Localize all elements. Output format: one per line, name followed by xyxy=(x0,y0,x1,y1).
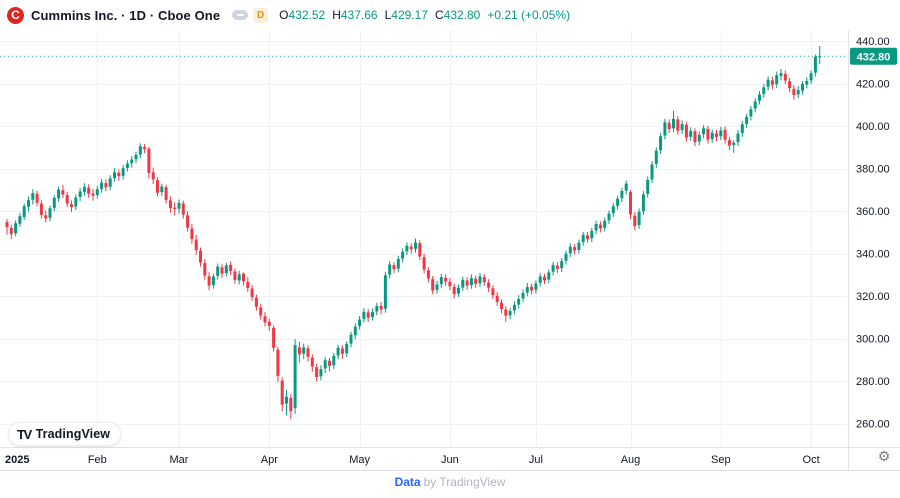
open-value: 432.52 xyxy=(288,8,326,22)
svg-text:300.00: 300.00 xyxy=(856,334,890,346)
interval-badge[interactable]: D xyxy=(253,7,269,23)
price-axis[interactable]: 440.00 420.00 400.00 380.00 360.00 340.00 320.… xyxy=(856,36,890,431)
gridlines xyxy=(0,30,847,447)
tradingview-logo-text: TradingView xyxy=(35,427,111,441)
minus-icon-bar xyxy=(236,14,244,16)
open-label: O xyxy=(279,8,289,22)
svg-text:340.00: 340.00 xyxy=(856,249,890,261)
candles[interactable] xyxy=(5,45,822,420)
svg-text:2025: 2025 xyxy=(5,454,29,466)
svg-text:320.00: 320.00 xyxy=(856,291,890,303)
attribution: Data by TradingView xyxy=(0,475,900,489)
last-price-badge xyxy=(850,47,897,65)
data-link[interactable]: Data xyxy=(394,475,421,489)
close-group: C432.80 xyxy=(435,8,480,22)
open-group: O432.52 xyxy=(279,8,325,22)
high-value: 437.66 xyxy=(340,8,378,22)
svg-text:380.00: 380.00 xyxy=(856,164,890,176)
low-label: L xyxy=(384,8,392,22)
high-group: H437.66 xyxy=(332,8,377,22)
minus-icon[interactable] xyxy=(232,10,249,20)
svg-text:Aug: Aug xyxy=(621,454,641,466)
close-value: 432.80 xyxy=(443,8,481,22)
svg-text:May: May xyxy=(349,454,370,466)
svg-text:260.00: 260.00 xyxy=(856,419,890,431)
svg-text:Jun: Jun xyxy=(441,454,459,466)
tradingview-logo-icon: TV xyxy=(17,426,32,442)
svg-text:440.00: 440.00 xyxy=(856,36,890,48)
svg-text:280.00: 280.00 xyxy=(856,376,890,388)
ohlc-values: O432.52 H437.66 L429.17 C432.80 +0.21 (+… xyxy=(279,8,570,22)
low-value: 429.17 xyxy=(391,8,428,22)
chart-title[interactable]: Cummins Inc. · 1D · Cboe One xyxy=(31,7,221,23)
svg-text:Apr: Apr xyxy=(261,454,278,466)
svg-text:Feb: Feb xyxy=(88,454,107,466)
price-change: +0.21 (+0.05%) xyxy=(487,8,571,22)
last-price-badge-text: 432.80 xyxy=(857,51,891,63)
svg-text:360.00: 360.00 xyxy=(856,206,890,218)
svg-text:Mar: Mar xyxy=(170,454,189,466)
svg-text:400.00: 400.00 xyxy=(856,121,890,133)
svg-text:Oct: Oct xyxy=(803,454,820,466)
close-label: C xyxy=(434,8,444,22)
svg-text:Jul: Jul xyxy=(529,454,543,466)
axis-borders xyxy=(0,30,900,471)
high-label: H xyxy=(332,8,341,22)
svg-text:Sep: Sep xyxy=(711,454,731,466)
cummins-logo[interactable]: C xyxy=(7,6,24,24)
settings-gear-icon[interactable]: ⚙ xyxy=(877,449,891,465)
time-axis[interactable]: 2025 Feb Mar Apr May Jun Jul Aug Sep Oct xyxy=(5,454,820,466)
attribution-by-text: by TradingView xyxy=(423,475,506,489)
chart-header: C Cummins Inc. · 1D · Cboe One D O432.52… xyxy=(7,0,570,30)
svg-text:420.00: 420.00 xyxy=(856,79,890,91)
tradingview-logo-pill[interactable]: TV TradingView xyxy=(8,422,122,446)
low-group: L429.17 xyxy=(385,8,428,22)
